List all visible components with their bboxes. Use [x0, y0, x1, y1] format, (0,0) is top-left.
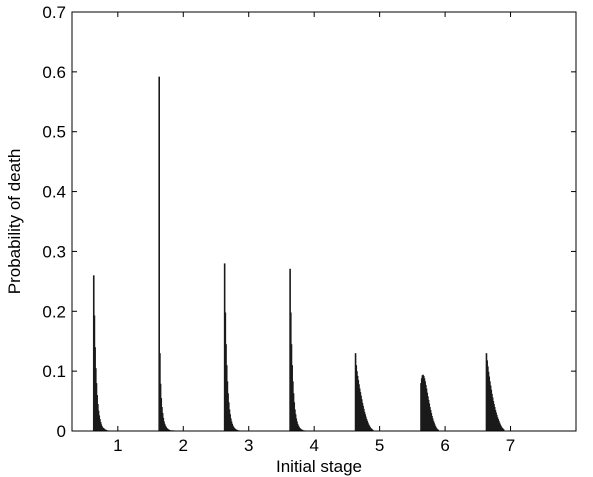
x-axis: 1 2 3 4 5 6 7: [113, 12, 515, 455]
x-tick-label: 4: [309, 436, 318, 455]
y-axis-label: Probability of death: [5, 149, 24, 295]
y-tick-label: 0.5: [42, 123, 66, 142]
plot-area-frame: [71, 11, 577, 432]
y-tick-label: 0.1: [42, 362, 66, 381]
bar: [158, 76, 160, 432]
x-axis-label: Initial stage: [276, 457, 362, 476]
bar: [437, 429, 439, 431]
x-tick-label: 6: [440, 436, 449, 455]
y-tick-label: 0: [57, 422, 66, 441]
x-tick-label: 3: [244, 436, 253, 455]
bar-group-stage-3: [223, 263, 240, 431]
bar-groups: [92, 76, 505, 432]
bar: [371, 429, 374, 431]
x-tick-label: 5: [375, 436, 384, 455]
bar: [502, 429, 505, 431]
x-tick-label: 1: [113, 436, 122, 455]
bar-group-stage-6: [420, 374, 439, 431]
y-tick-label: 0.2: [42, 302, 66, 321]
y-tick-label: 0.6: [42, 63, 66, 82]
bar-group-stage-7: [485, 353, 505, 431]
bar-group-stage-5: [354, 353, 374, 431]
bar-group-stage-4: [289, 268, 306, 431]
y-tick-label: 0.7: [42, 3, 66, 22]
y-axis: 0 0.1 0.2 0.3 0.4 0.5 0.6 0.7: [42, 3, 576, 441]
bar-group-stage-1: [92, 275, 109, 431]
y-tick-label: 0.3: [42, 242, 66, 261]
y-tick-label: 0.4: [42, 183, 66, 202]
x-tick-label: 7: [506, 436, 515, 455]
x-tick-label: 2: [179, 436, 188, 455]
bar-group-stage-2: [158, 76, 175, 432]
